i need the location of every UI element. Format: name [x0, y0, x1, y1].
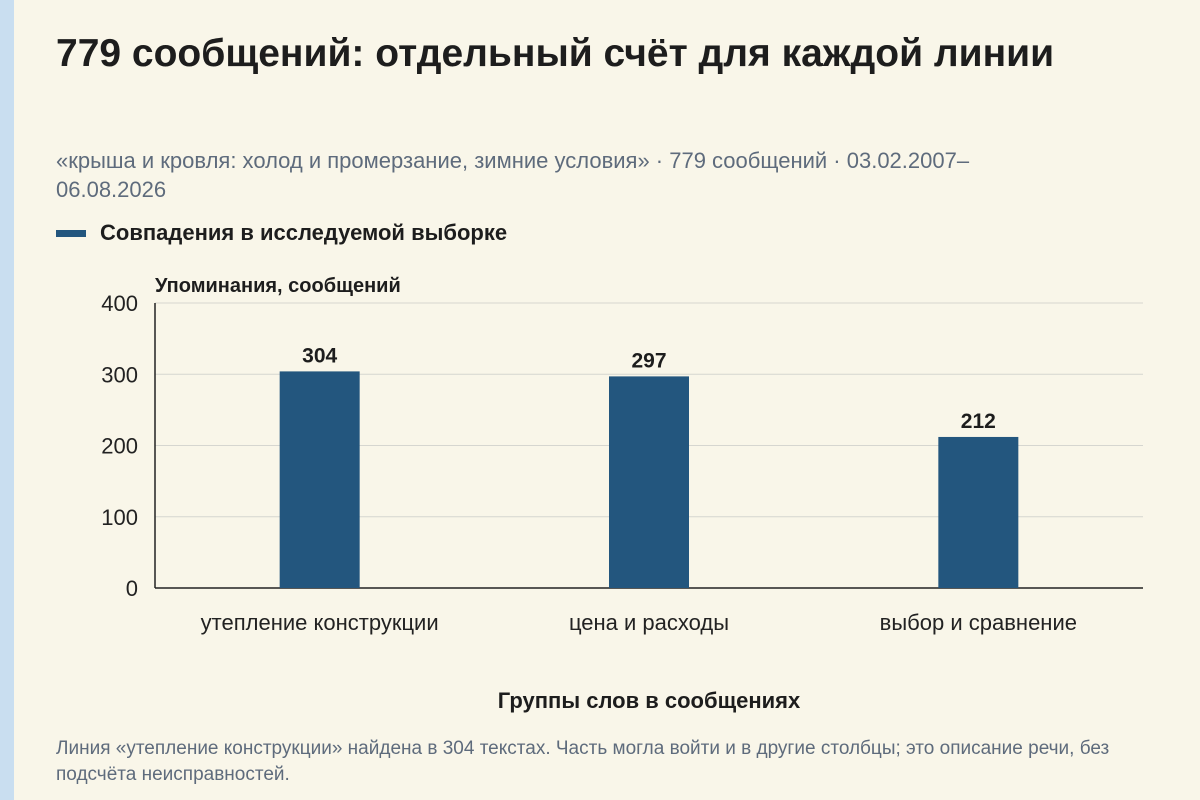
- x-tick-label: цена и расходы: [569, 610, 729, 635]
- bar-value-label: 297: [631, 349, 666, 372]
- x-tick-label: выбор и сравнение: [880, 610, 1077, 635]
- chart-title: 779 сообщений: отдельный счёт для каждой…: [56, 32, 1055, 75]
- legend-label: Совпадения в исследуемой выборке: [100, 220, 508, 245]
- y-tick-label: 0: [126, 576, 138, 601]
- x-tick-label: утепление конструкции: [201, 610, 439, 635]
- y-tick-label: 200: [101, 434, 138, 459]
- x-axis-label: Группы слов в сообщениях: [498, 688, 801, 713]
- bar: [938, 436, 1019, 588]
- legend: Совпадения в исследуемой выборке: [56, 218, 507, 248]
- bar-value-label: 212: [961, 410, 996, 433]
- y-tick-label: 100: [101, 505, 138, 530]
- y-tick-label: 300: [101, 362, 138, 387]
- footnote: Линия «утепление конструкции» найдена в …: [56, 738, 1110, 785]
- left-accent-strip: [0, 0, 14, 800]
- chart-subtitle: «крыша и кровля: холод и промерзание, зи…: [56, 148, 970, 202]
- legend-swatch: [56, 229, 86, 237]
- y-tick-label: 400: [101, 291, 138, 316]
- y-axis-label: Упоминания, сообщений: [155, 275, 401, 297]
- bar-value-label: 304: [302, 344, 337, 367]
- bar: [279, 371, 360, 588]
- bar: [609, 376, 689, 588]
